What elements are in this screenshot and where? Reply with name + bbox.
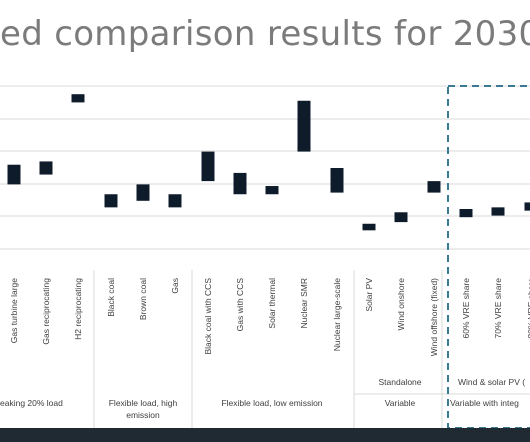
category-label: 70% VRE share xyxy=(493,278,503,339)
category-label: Gas turbine large xyxy=(9,278,19,343)
range-bar xyxy=(459,209,473,218)
range-bar xyxy=(104,194,118,208)
range-bar xyxy=(7,164,21,185)
group-label: emission xyxy=(126,410,160,420)
category-label: Gas reciprocating xyxy=(41,278,51,345)
group-labels: eaking 20% load Flexible load, high emissi… xyxy=(0,377,525,420)
gridlines xyxy=(0,85,530,250)
category-label: Wind onshore xyxy=(396,278,406,331)
group-label: Wind & solar PV ( xyxy=(458,377,525,387)
range-bar xyxy=(524,202,530,211)
group-label: Variable with integ xyxy=(450,398,519,408)
range-bar xyxy=(491,207,505,216)
range-bar xyxy=(394,212,408,223)
range-bar xyxy=(330,168,344,193)
group-label: Flexible load, low emission xyxy=(221,398,322,408)
range-bar xyxy=(168,194,182,208)
range-bar xyxy=(362,223,376,231)
category-label: Solar thermal xyxy=(267,278,277,329)
group-label: Flexible load, high xyxy=(109,398,178,408)
chart: Gas turbine large Gas reciprocating H2 rec… xyxy=(0,85,530,428)
category-label: Nuclear large-scale xyxy=(332,278,342,351)
bottom-band xyxy=(0,428,530,442)
group-label: Variable xyxy=(385,398,416,408)
category-label: Solar PV xyxy=(364,278,374,312)
category-label: H2 reciprocating xyxy=(73,278,83,340)
category-label: Brown coal xyxy=(138,278,148,320)
range-bar xyxy=(136,184,150,201)
range-bar xyxy=(71,94,85,103)
category-label: Black coal xyxy=(106,278,116,317)
category-label: Nuclear SMR xyxy=(299,278,309,329)
category-label: 80% VRE share xyxy=(526,278,530,339)
range-bar xyxy=(427,181,441,193)
page-title: ed comparison results for 2030 xyxy=(0,14,530,54)
highlight-box xyxy=(447,85,530,428)
range-bar xyxy=(39,161,53,175)
range-bar xyxy=(201,151,215,182)
bars xyxy=(7,94,530,231)
category-label: Gas xyxy=(170,278,180,294)
group-label: Standalone xyxy=(378,377,421,387)
group-label: eaking 20% load xyxy=(0,398,63,408)
range-bar xyxy=(265,186,279,195)
group-separators xyxy=(93,270,530,428)
category-label: Gas with CCS xyxy=(235,278,245,332)
range-bar xyxy=(297,100,311,152)
category-label: Black coal with CCS xyxy=(203,278,213,355)
category-label: 60% VRE share xyxy=(461,278,471,339)
category-label: Wind offshore (fixed) xyxy=(429,278,439,356)
range-bar xyxy=(233,172,247,195)
category-labels: Gas turbine large Gas reciprocating H2 rec… xyxy=(9,278,530,357)
